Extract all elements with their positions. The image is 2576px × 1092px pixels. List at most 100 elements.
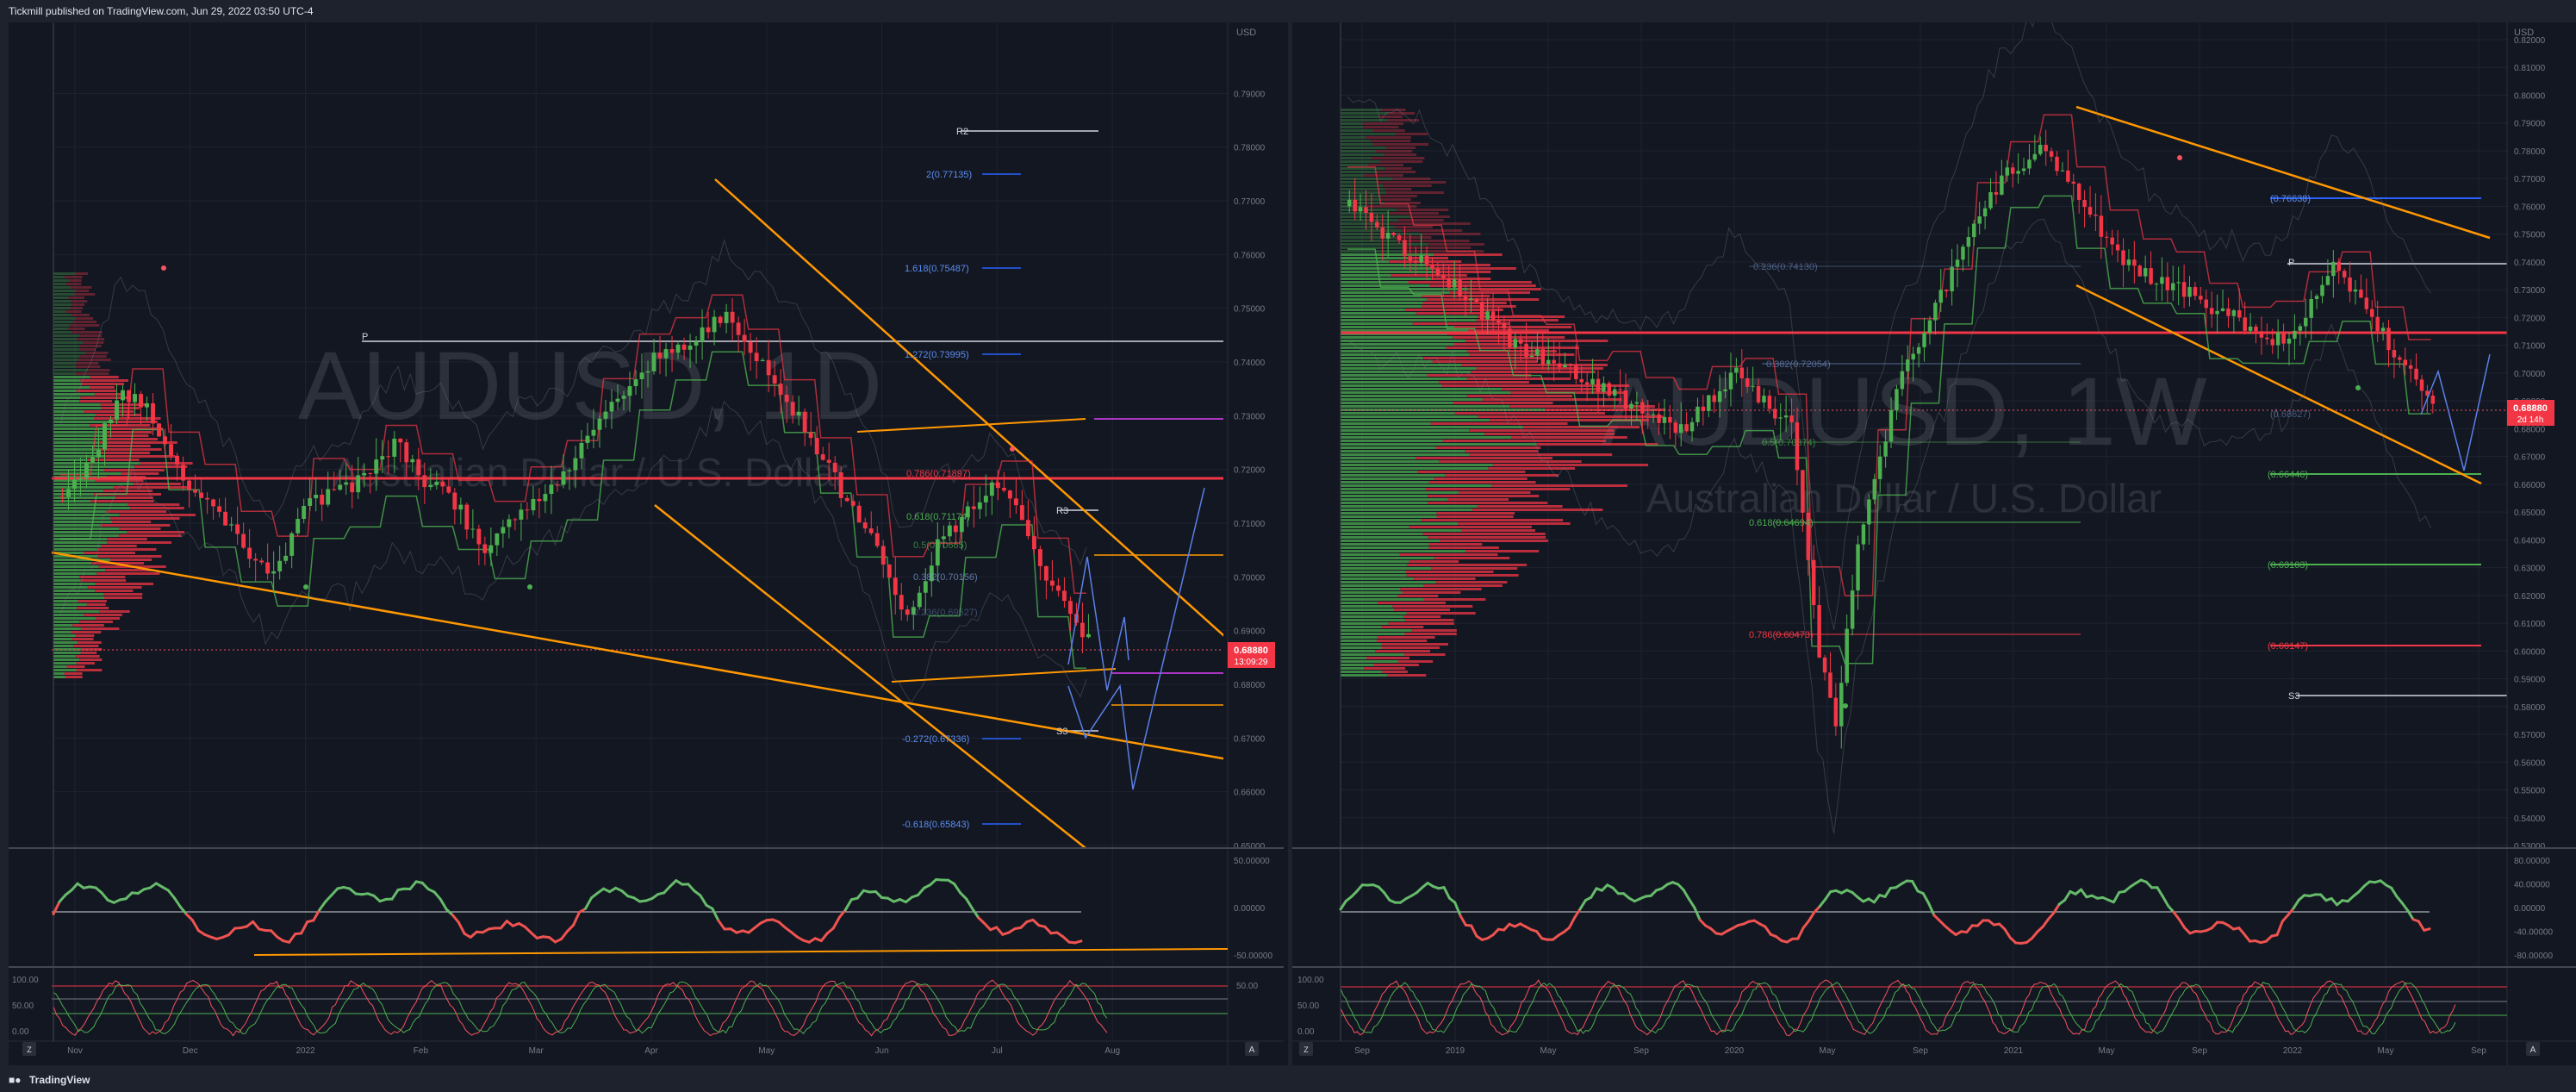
candle <box>2430 396 2436 404</box>
time-axis[interactable]: Sep 2019 May Sep 2020 May Sep 2021 May Sep 2022 May… <box>1354 1046 2486 1056</box>
pivot-label-s3: S3 <box>2288 691 2299 702</box>
volume-bar-buy <box>1341 536 1428 539</box>
candle <box>1717 390 1722 402</box>
volume-bar-sell <box>1545 409 1666 411</box>
volume-bar-sell <box>1381 643 1448 646</box>
volume-bar-buy <box>1341 229 1402 232</box>
volume-bar-buy <box>53 365 76 368</box>
candle <box>1563 365 1567 368</box>
stochastic-d-line <box>1340 981 2456 1035</box>
volume-bar-sell <box>84 552 136 554</box>
volume-bar-sell <box>115 496 153 499</box>
candle <box>495 533 500 546</box>
candle <box>688 345 693 350</box>
candle <box>2105 236 2109 238</box>
oscillator-segment <box>372 894 382 903</box>
tradingview-logo-icon[interactable]: ■● <box>9 1074 22 1086</box>
zoom-button[interactable] <box>22 1042 36 1056</box>
volume-bar-sell <box>1422 533 1546 535</box>
volume-bar-buy <box>1341 474 1446 477</box>
volume-bar-sell <box>127 531 185 534</box>
candle <box>217 506 222 512</box>
envelope-upper <box>1347 22 2432 630</box>
volume-bar-sell <box>94 393 122 396</box>
volume-bar-buy <box>53 579 81 582</box>
volume-bar-sell <box>1412 577 1476 580</box>
volume-bar-buy <box>53 455 106 458</box>
candle <box>681 344 687 350</box>
candle <box>1408 256 1413 261</box>
volume-bar-buy <box>1341 143 1373 146</box>
volume-bar-buy <box>1341 505 1478 508</box>
volume-bar-sell <box>110 517 180 520</box>
volume-bar-buy <box>1341 540 1440 542</box>
candle <box>1546 359 1551 365</box>
price-axis[interactable]: 0.82000 0.81000 0.80000 0.79000 0.78000 0.770… <box>2514 36 2546 852</box>
candle <box>1745 378 1750 387</box>
price-tick: 0.77000 <box>2514 175 2546 184</box>
volume-bar-buy <box>53 290 75 292</box>
oscillator-axis: 80.00000 40.00000 0.00000 -40.00000 -80.0000… <box>2514 857 2553 961</box>
candle <box>1413 260 1418 263</box>
volume-bar-buy <box>1341 522 1459 525</box>
volume-bar-buy <box>1341 250 1409 253</box>
candle <box>1850 590 1855 629</box>
volume-bar-buy <box>1341 436 1512 439</box>
candle <box>121 390 125 401</box>
price-tick: 0.63000 <box>2514 565 2546 574</box>
price-axis[interactable]: 0.79000 0.78000 0.77000 0.76000 0.75000 0.740… <box>1234 90 1266 852</box>
price-tick: 0.70000 <box>2514 370 2546 379</box>
oscillator-segment <box>1031 918 1041 927</box>
candle <box>2215 310 2219 315</box>
volume-bar-sell <box>77 641 102 644</box>
candle <box>2237 310 2242 318</box>
volume-bar-buy <box>1341 574 1407 577</box>
volume-bar-sell <box>1384 153 1417 156</box>
oscillator-segment <box>1355 883 1364 893</box>
volume-bar-sell <box>1378 171 1416 173</box>
volume-bar-sell <box>1466 395 1572 397</box>
volume-bar-sell <box>75 655 100 658</box>
candle <box>1590 378 1595 385</box>
candle <box>289 533 295 556</box>
brand-label[interactable]: TradingView <box>29 1074 90 1086</box>
volume-bar-sell <box>1428 543 1483 546</box>
volume-bar-buy <box>53 514 120 516</box>
price-tick: 0.70000 <box>1234 573 1266 583</box>
zoom-button[interactable] <box>1299 1042 1313 1056</box>
volume-bar-buy <box>1341 608 1395 611</box>
candle <box>350 482 355 493</box>
candle <box>428 484 433 488</box>
volume-bar-sell <box>1449 291 1531 294</box>
volume-bar-buy <box>1341 553 1400 556</box>
volume-bar-sell <box>66 665 85 668</box>
level-label: (0.60147) <box>2268 641 2308 652</box>
candle <box>1696 406 1700 422</box>
candle <box>2425 390 2430 396</box>
volume-bar-buy <box>53 441 100 444</box>
volume-bar-buy <box>1341 674 1388 677</box>
price-tick: 0.78000 <box>2514 147 2546 157</box>
stochastic-d-line <box>53 981 1108 1034</box>
stochastic-tick: 0.00 <box>12 1027 29 1037</box>
price-tag-countdown: 2d 14h <box>2517 415 2544 425</box>
volume-bar-buy <box>1341 264 1427 266</box>
volume-bar-sell <box>114 421 158 423</box>
volume-bar-buy <box>1341 581 1436 583</box>
candle <box>844 497 849 502</box>
volume-bar-buy <box>53 521 112 523</box>
volume-bar-buy <box>53 631 72 633</box>
log-scale-button[interactable] <box>2526 1042 2540 1056</box>
volume-bar-sell <box>110 558 152 561</box>
time-axis[interactable]: Nov Dec 2022 Feb Mar Apr May Jun Jul Aug <box>67 1046 1120 1056</box>
oscillator-segment <box>2292 898 2300 910</box>
log-scale-button[interactable] <box>1245 1042 1259 1056</box>
volume-bar-buy <box>1341 484 1492 487</box>
volume-bar-sell <box>76 362 99 365</box>
candle <box>1817 605 1821 658</box>
volume-profile <box>53 272 196 678</box>
candle <box>1911 353 1915 360</box>
candle <box>2281 332 2286 344</box>
candle <box>1789 415 1794 423</box>
candle <box>2220 308 2225 311</box>
